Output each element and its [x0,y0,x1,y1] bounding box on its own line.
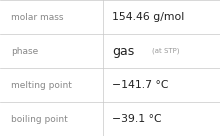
Text: molar mass: molar mass [11,13,64,21]
Text: phase: phase [11,47,38,55]
Text: boiling point: boiling point [11,115,68,123]
Text: −39.1 °C: −39.1 °C [112,114,162,124]
Text: 154.46 g/mol: 154.46 g/mol [112,12,184,22]
Text: melting point: melting point [11,81,72,89]
Text: (at STP): (at STP) [152,48,179,54]
Text: gas: gas [112,44,134,58]
Text: −141.7 °C: −141.7 °C [112,80,169,90]
